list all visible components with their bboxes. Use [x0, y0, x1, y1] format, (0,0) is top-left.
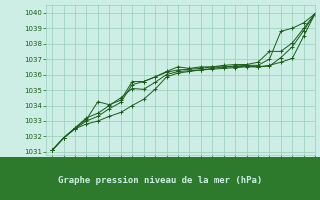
- Text: Graphe pression niveau de la mer (hPa): Graphe pression niveau de la mer (hPa): [58, 176, 262, 185]
